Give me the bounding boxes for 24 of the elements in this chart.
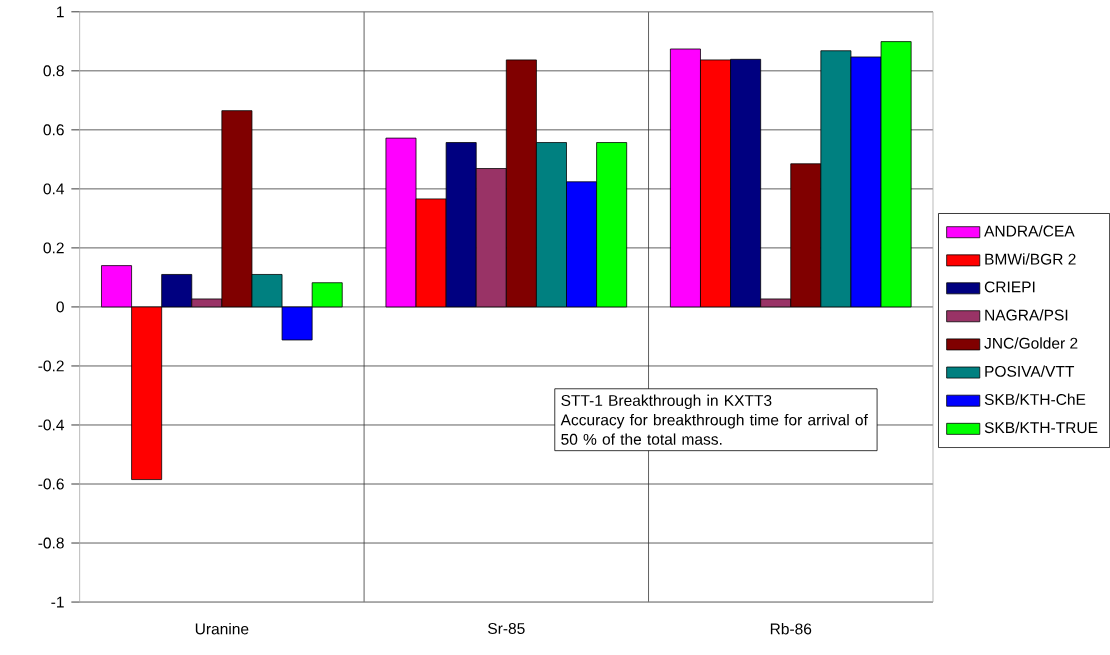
legend-label: POSIVA/VTT bbox=[985, 365, 1075, 377]
legend-label: NAGRA/PSI bbox=[985, 309, 1068, 321]
y-tick-label: 0.4 bbox=[43, 183, 65, 195]
x-tick-label: Sr-85 bbox=[488, 622, 525, 634]
legend-label: SKB/KTH-TRUE bbox=[984, 421, 1098, 434]
legend-label: ANDRA/CEA bbox=[984, 225, 1075, 237]
y-tick-label: 0 bbox=[56, 301, 64, 313]
legend-label: JNC/Golder 2 bbox=[984, 337, 1078, 349]
annotation: Accuracy for breakthrough time for arrival of 50 % of the total mass. bbox=[560, 413, 868, 445]
y-tick-label: -0.2 bbox=[38, 360, 64, 372]
legend-label: BMWi/BGR 2 bbox=[985, 253, 1076, 265]
y-tick-label: -0.4 bbox=[38, 419, 65, 431]
x-tick-label: Rb-86 bbox=[770, 622, 812, 635]
y-tick-label: -0.6 bbox=[38, 478, 64, 490]
y-tick-label: 0.2 bbox=[43, 242, 64, 254]
annotation: STT-1 Breakthrough in KXTT3 bbox=[561, 394, 772, 409]
y-tick-label: 0.6 bbox=[43, 124, 64, 136]
y-tick-label: 1 bbox=[57, 6, 64, 18]
legend-label: CRIEPI bbox=[984, 281, 1035, 293]
x-tick-label: Uranine bbox=[195, 622, 249, 635]
legend-label: SKB/KTH-ChE bbox=[984, 393, 1086, 405]
y-tick-label: -1 bbox=[51, 596, 64, 608]
y-tick-label: -0.8 bbox=[38, 537, 64, 549]
y-tick-label: 0.8 bbox=[43, 65, 64, 77]
